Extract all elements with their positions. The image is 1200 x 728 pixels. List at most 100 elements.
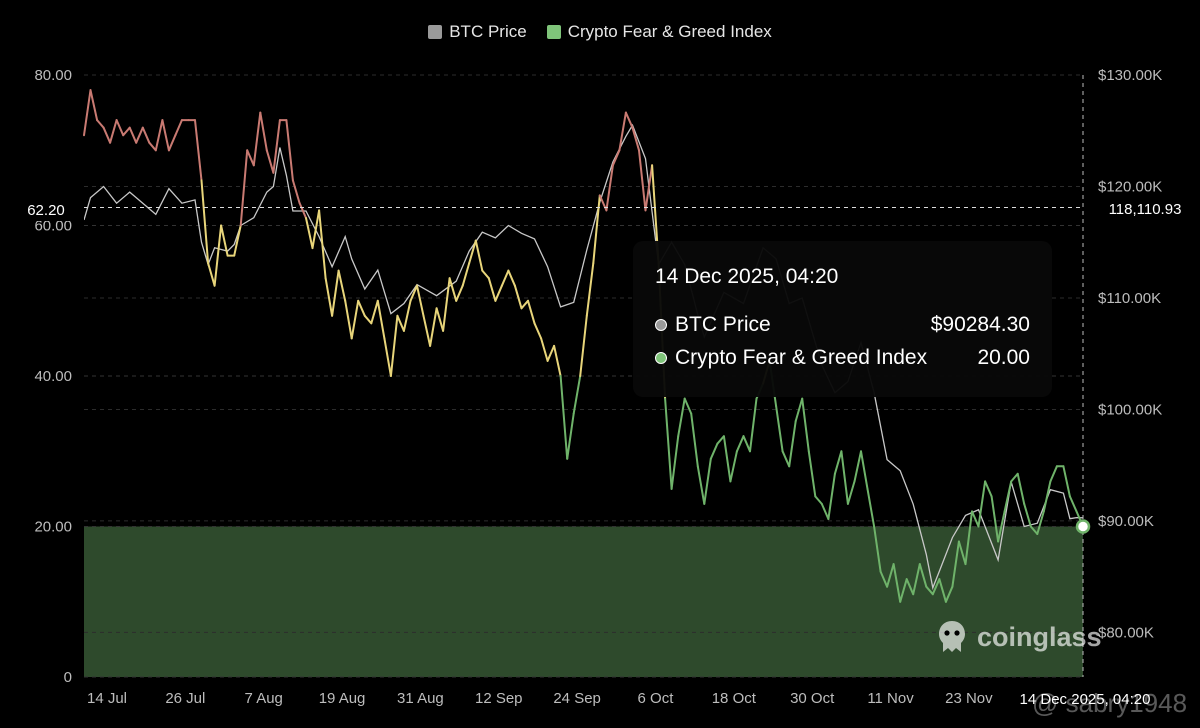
legend-swatch-btc — [428, 25, 443, 39]
fear-greed-segment — [866, 487, 876, 528]
fear-greed-segment — [827, 472, 836, 520]
fear-greed-segment — [487, 277, 497, 302]
fear-greed-segment — [1036, 510, 1045, 535]
fear-greed-segment — [611, 149, 621, 167]
fear-greed-segment — [409, 284, 418, 302]
fear-greed-segment — [318, 209, 327, 280]
fear-greed-segment — [500, 269, 510, 287]
fear-greed-segment — [513, 284, 523, 310]
fear-greed-segment — [1023, 502, 1032, 528]
fear-greed-segment — [644, 164, 654, 212]
fear-greed-segment — [873, 525, 882, 573]
tooltip-row-fear-greed: Crypto Fear & Greed Index 20.00 — [655, 346, 1030, 370]
hover-tooltip: 14 Dec 2025, 04:20 BTC Price $90284.30 C… — [633, 241, 1052, 397]
left-tick-label: 40.00 — [34, 368, 72, 385]
fear-greed-segment — [429, 307, 438, 347]
left-tick-label: 80.00 — [34, 67, 72, 84]
fear-greed-segment — [585, 262, 595, 317]
fear-greed-segment — [207, 262, 216, 287]
fear-greed-segment — [918, 563, 928, 588]
fear-greed-segment — [860, 450, 869, 490]
x-tick-label: 31 Aug — [397, 690, 444, 707]
fear-greed-segment — [461, 262, 471, 287]
fear-greed-segment — [605, 164, 614, 212]
fear-greed-segment — [1010, 472, 1019, 483]
fear-greed-segment — [579, 314, 588, 377]
fear-greed-segment — [670, 435, 680, 490]
coinglass-watermark: coinglass — [935, 618, 1102, 656]
legend-label-fear-greed: Crypto Fear & Greed Index — [567, 22, 772, 41]
tooltip-name: BTC Price — [675, 313, 771, 336]
fear-greed-segment — [592, 194, 601, 265]
fear-greed-segment — [775, 405, 784, 453]
fear-greed-segment — [879, 570, 889, 588]
fear-greed-segment — [533, 322, 543, 340]
fear-greed-segment — [1003, 480, 1013, 513]
fear-greed-segment — [794, 397, 804, 423]
right-tick-label: $110.00K — [1098, 290, 1161, 307]
fear-greed-segment — [265, 149, 275, 174]
x-tick-label: 14 Jul — [87, 690, 127, 707]
fear-greed-segment — [559, 375, 569, 460]
fear-greed-segment — [709, 442, 719, 460]
fear-greed-segment — [331, 269, 340, 317]
left-tick-label: 0 — [64, 669, 72, 686]
fear-greed-segment — [402, 299, 412, 332]
fear-greed-segment — [801, 397, 810, 453]
tooltip-value: $90284.30 — [930, 313, 1030, 336]
fear-greed-segment — [788, 420, 797, 468]
tooltip-title: 14 Dec 2025, 04:20 — [655, 265, 839, 288]
right-tick-label: $120.00K — [1098, 178, 1162, 195]
extreme-fear-zone — [84, 526, 1083, 677]
fear-greed-segment — [729, 450, 738, 483]
fear-greed-segment — [135, 126, 144, 144]
btc-price-line — [83, 123, 1084, 591]
fear-greed-segment — [350, 299, 360, 340]
x-tick-label: 6 Oct — [638, 690, 675, 707]
fear-greed-segment — [677, 397, 686, 438]
fear-greed-segment — [1016, 472, 1026, 505]
crosshair-right-value: 118,110.93 — [1109, 201, 1182, 218]
crosshair-left-label: 62.20 — [0, 197, 84, 221]
fear-greed-segment — [468, 239, 477, 265]
fear-greed-segment — [1042, 480, 1052, 513]
x-tick-label: 26 Jul — [165, 690, 205, 707]
fear-greed-segment — [742, 435, 751, 453]
x-tick-label: 23 Nov — [945, 690, 993, 707]
fear-greed-segment — [83, 89, 92, 137]
fear-greed-segment — [494, 284, 503, 302]
fear-greed-segment — [416, 284, 425, 317]
fear-greed-segment — [141, 126, 151, 144]
fear-greed-segment — [194, 119, 203, 182]
fear-greed-segment — [618, 111, 627, 152]
fear-greed-segment — [722, 435, 732, 483]
x-tick-label: 18 Oct — [712, 690, 757, 707]
fear-greed-segment — [957, 540, 967, 566]
fear-greed-segment — [624, 111, 634, 129]
fear-greed-segment — [820, 502, 830, 520]
fear-greed-segment — [213, 224, 223, 287]
fear-greed-segment — [520, 299, 529, 310]
legend-item-fear-greed[interactable]: Crypto Fear & Greed Index — [546, 22, 772, 42]
fear-greed-segment — [246, 149, 255, 167]
fear-greed-segment — [984, 480, 993, 498]
fear-greed-segment — [690, 412, 699, 468]
fear-greed-segment — [807, 450, 817, 498]
user-watermark: @ sabry1948 — [1032, 688, 1188, 718]
fear-greed-segment — [971, 510, 980, 528]
fear-greed-segment — [735, 435, 745, 453]
x-tick-label: 30 Oct — [790, 690, 835, 707]
fear-greed-segment — [944, 585, 954, 603]
legend-item-btc[interactable]: BTC Price — [428, 22, 527, 42]
fear-greed-segment — [337, 269, 347, 302]
fear-greed-segment — [89, 89, 99, 122]
fear-greed-segment — [886, 563, 895, 588]
x-tick-label: 7 Aug — [245, 690, 283, 707]
fear-greed-segment — [148, 141, 157, 152]
fear-greed-segment — [161, 119, 170, 152]
left-tick-label: 60.00 — [34, 218, 72, 235]
fear-greed-segment — [239, 149, 249, 227]
x-tick-label: 11 Nov — [867, 690, 914, 707]
x-tick-label: 19 Aug — [319, 690, 366, 707]
fear-greed-segment — [311, 209, 321, 250]
